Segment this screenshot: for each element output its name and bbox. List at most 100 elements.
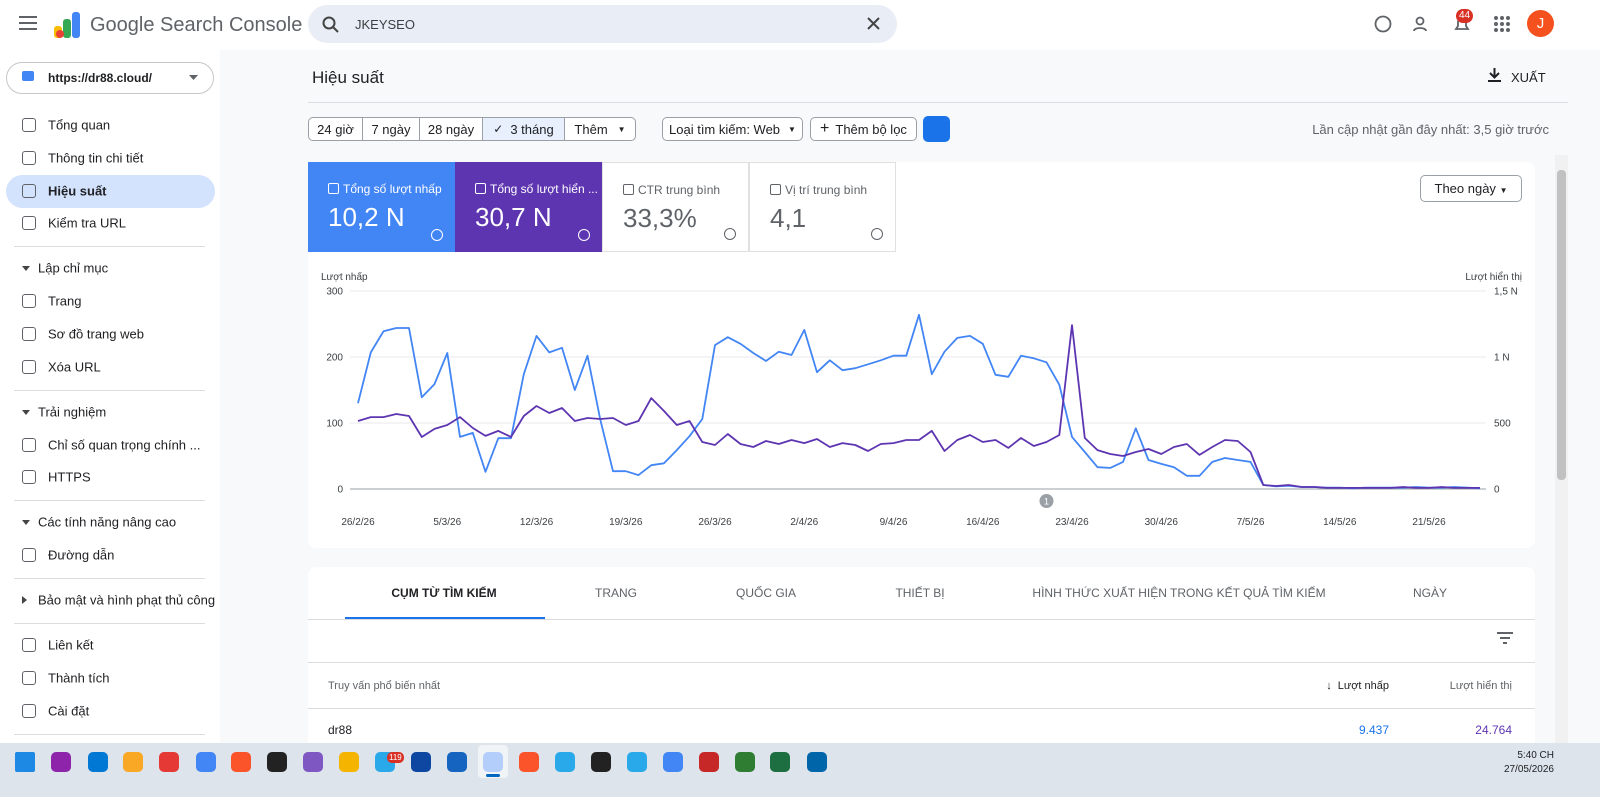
taskbar-icon[interactable] xyxy=(15,752,35,772)
nav-item[interactable]: Thông tin chi tiết xyxy=(48,150,144,166)
taskbar-icon[interactable] xyxy=(591,752,611,772)
metric-value: 33,3% xyxy=(623,203,697,233)
notification-badge: 44 xyxy=(1456,9,1474,23)
scrollbar[interactable] xyxy=(1555,155,1568,743)
nav-item[interactable]: Đường dẫn xyxy=(48,547,115,563)
help-icon xyxy=(578,229,590,241)
taskbar-icon[interactable] xyxy=(159,752,179,772)
tab[interactable]: THIẾT BỊ xyxy=(895,586,945,600)
add-filter-button[interactable]: + Thêm bộ lọc xyxy=(810,117,917,141)
tab[interactable]: QUỐC GIA xyxy=(735,586,797,600)
sidebar xyxy=(0,50,220,743)
taskbar-badge: 119 xyxy=(387,752,404,763)
property-selector[interactable] xyxy=(6,62,214,94)
nav-icon xyxy=(22,470,36,485)
metric-card[interactable]: CTR trung bình 33,3% xyxy=(602,162,749,252)
taskbar-icon[interactable] xyxy=(627,752,647,772)
nav-section[interactable]: Các tính năng nâng cao xyxy=(38,514,177,530)
metric-card[interactable]: Tổng số lượt nhấp 10,2 N xyxy=(308,162,455,252)
taskbar-icon[interactable] xyxy=(807,752,827,772)
menu-button[interactable] xyxy=(19,16,37,30)
annotation-marker xyxy=(1039,494,1054,508)
metric-card[interactable]: Vị trí trung bình 4,1 xyxy=(749,162,896,252)
table-filter-icon[interactable] xyxy=(1497,632,1513,644)
apps-icon[interactable] xyxy=(1494,16,1510,32)
taskbar-icon[interactable] xyxy=(519,752,539,772)
nav-item[interactable]: Trang xyxy=(48,293,82,309)
scroll-thumb[interactable] xyxy=(1557,170,1566,480)
nav-section[interactable]: Bảo mật và hình phạt thủ công xyxy=(38,592,216,608)
clock-date: 27/05/2026 xyxy=(1503,764,1554,775)
taskbar-icon[interactable] xyxy=(663,752,683,772)
x-tick-label: 5/3/26 xyxy=(433,517,461,528)
query-cell[interactable]: dr88 xyxy=(328,723,353,737)
nav-item[interactable]: Tổng quan xyxy=(48,117,111,133)
column-header[interactable]: Lượt hiển thị xyxy=(1449,680,1512,692)
checkbox xyxy=(770,184,781,195)
help-icon[interactable] xyxy=(1374,15,1392,33)
divider xyxy=(14,389,205,391)
x-tick-label: 26/2/26 xyxy=(341,517,375,528)
date-range-chip[interactable]: 28 ngày xyxy=(419,117,483,141)
tab[interactable]: CỤM TỪ TÌM KIẾM xyxy=(391,586,497,600)
divider xyxy=(14,623,205,625)
taskbar-icon[interactable] xyxy=(303,752,323,772)
active-app-indicator xyxy=(478,745,508,778)
nav-item[interactable]: Thành tích xyxy=(48,670,110,686)
taskbar-icon[interactable] xyxy=(339,752,359,772)
nav-item[interactable]: Chỉ số quan trọng chính ... xyxy=(48,437,201,453)
nav-icon xyxy=(22,703,36,718)
nav-section[interactable]: Trải nghiệm xyxy=(38,404,107,420)
column-header[interactable]: ↓ Lượt nhấp xyxy=(1326,680,1389,692)
search-type: Loại tìm kiếm: Web xyxy=(669,121,781,137)
property-icon xyxy=(22,71,34,81)
taskbar-icon[interactable] xyxy=(231,752,251,772)
taskbar-icon[interactable] xyxy=(123,752,143,772)
granularity-select[interactable]: Theo ngày ▼ xyxy=(1420,175,1522,202)
nav-item[interactable]: Cài đặt xyxy=(48,703,90,719)
taskbar-icon[interactable] xyxy=(267,752,287,772)
tab[interactable]: NGÀY xyxy=(1412,586,1448,600)
taskbar-icon[interactable] xyxy=(770,752,790,772)
nav-item[interactable]: Liên kết xyxy=(48,637,94,653)
divider xyxy=(308,662,1535,663)
taskbar-icon[interactable] xyxy=(555,752,575,772)
check-icon: ✓ xyxy=(493,122,504,136)
metric-label: Tổng số lượt nhấp xyxy=(343,182,442,196)
divider xyxy=(14,578,205,580)
table-card xyxy=(308,567,1535,767)
y2-tick-label: 0 xyxy=(1494,485,1500,496)
search-box[interactable] xyxy=(308,5,897,43)
filter-settings-button[interactable] xyxy=(923,116,950,142)
tab[interactable]: HÌNH THỨC XUẤT HIỆN TRONG KẾT QUẢ TÌM KI… xyxy=(1032,586,1326,600)
users-icon[interactable] xyxy=(1413,15,1431,33)
date-range-chip[interactable]: 7 ngày xyxy=(362,117,420,141)
clear-search[interactable] xyxy=(867,17,880,30)
taskbar-icon[interactable] xyxy=(699,752,719,772)
search-query: JKEYSEO xyxy=(355,17,415,32)
sort-arrow: ↓ xyxy=(1326,680,1332,692)
download-icon xyxy=(1488,68,1501,82)
section-arrow xyxy=(22,520,30,526)
y2-axis-title: Lượt hiển thị xyxy=(1465,271,1522,283)
metric-label: Vị trí trung bình xyxy=(785,183,868,197)
taskbar-icon[interactable] xyxy=(51,752,71,772)
taskbar-icon[interactable] xyxy=(196,752,216,772)
search-type-button[interactable]: Loại tìm kiếm: Web ▼ xyxy=(662,117,803,141)
taskbar-icon[interactable] xyxy=(88,752,108,772)
taskbar-icon[interactable] xyxy=(447,752,467,772)
metric-card[interactable]: Tổng số lượt hiển ... 30,7 N xyxy=(455,162,602,252)
export-button[interactable]: XUẤT xyxy=(1511,70,1546,85)
nav-section[interactable]: Lập chỉ mục xyxy=(38,260,109,276)
nav-item[interactable]: Sơ đồ trang web xyxy=(48,326,144,342)
nav-item[interactable]: Kiểm tra URL xyxy=(48,215,127,231)
tab[interactable]: TRANG xyxy=(595,586,637,600)
date-range-chip[interactable]: Thêm ▼ xyxy=(564,117,636,141)
date-range-chip[interactable]: ✓ 3 tháng xyxy=(482,117,565,141)
nav-item[interactable]: Xóa URL xyxy=(48,359,101,375)
taskbar-icon[interactable] xyxy=(411,752,431,772)
avatar[interactable]: J xyxy=(1527,10,1554,37)
nav-item[interactable]: Hiệu suất xyxy=(48,183,107,199)
nav-item[interactable]: HTTPS xyxy=(48,469,91,485)
taskbar-icon[interactable] xyxy=(735,752,755,772)
